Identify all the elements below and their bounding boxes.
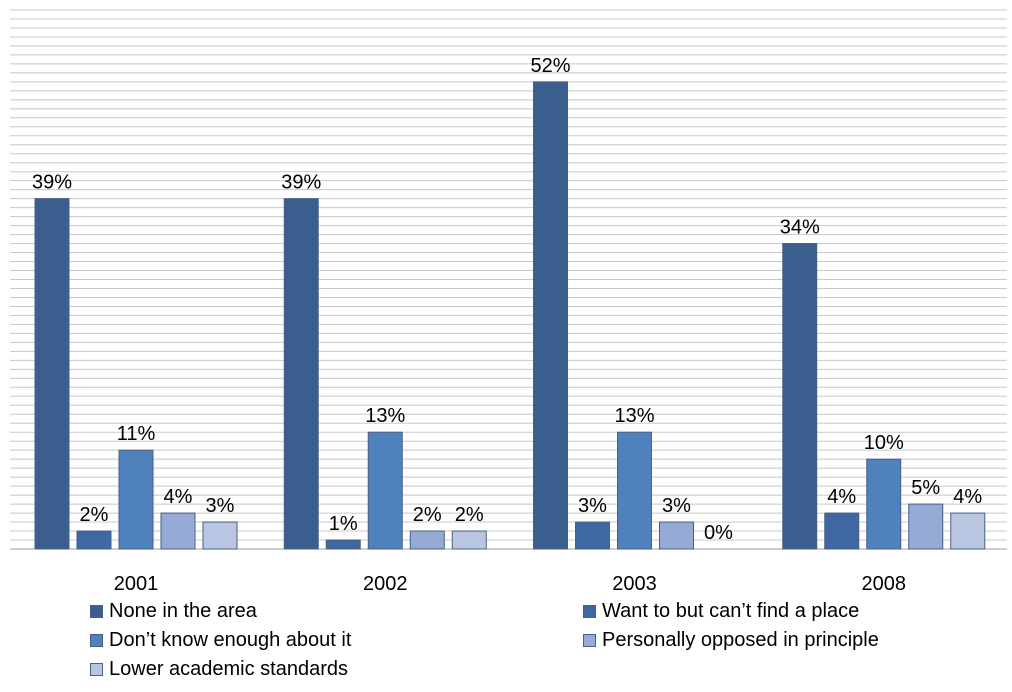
bar	[34, 198, 70, 550]
data-label: 52%	[530, 55, 570, 77]
bar	[76, 530, 112, 550]
data-label: 13%	[365, 405, 405, 427]
data-label: 5%	[911, 477, 940, 499]
data-label: 3%	[206, 495, 235, 517]
x-tick-label: 2003	[612, 573, 657, 595]
bar	[782, 243, 818, 550]
data-label: 4%	[953, 486, 982, 508]
bar	[533, 81, 568, 550]
bar	[575, 521, 610, 550]
data-label: 3%	[662, 495, 691, 517]
bar	[160, 512, 196, 550]
bar	[950, 512, 986, 550]
data-label: 39%	[32, 172, 72, 194]
data-label: 4%	[164, 486, 193, 508]
data-label: 2%	[80, 504, 109, 526]
bar	[659, 521, 694, 550]
x-axis: 2001 2002 2003 2008	[114, 573, 906, 595]
data-label: 34%	[780, 217, 820, 239]
data-label: 4%	[827, 486, 856, 508]
data-label: 2%	[413, 504, 442, 526]
bar	[283, 198, 319, 550]
bar	[451, 530, 487, 550]
bar	[367, 431, 403, 550]
bar	[908, 503, 944, 550]
bar	[325, 539, 361, 550]
bar	[118, 449, 154, 550]
x-tick-label: 2008	[862, 573, 907, 595]
bar-labels: 39% 2% 11% 4% 3% 39% 1% 13% 2% 2% 52% 3% 13% 3% 0% 34% 4…	[32, 55, 982, 544]
bar	[617, 431, 652, 550]
gridlines	[10, 9, 1007, 550]
x-tick-label: 2002	[363, 573, 408, 595]
data-label: 39%	[281, 172, 321, 194]
data-label: 1%	[329, 513, 358, 535]
x-tick-label: 2001	[114, 573, 159, 595]
data-label: 11%	[117, 423, 156, 445]
data-label: 10%	[864, 432, 904, 454]
bar	[202, 521, 238, 550]
bar	[866, 458, 902, 550]
bars	[34, 81, 986, 550]
data-label: 0%	[704, 522, 733, 544]
data-label: 13%	[614, 405, 654, 427]
bar	[824, 512, 860, 550]
data-label: 2%	[455, 504, 484, 526]
data-label: 3%	[578, 495, 607, 517]
bar	[409, 530, 445, 550]
